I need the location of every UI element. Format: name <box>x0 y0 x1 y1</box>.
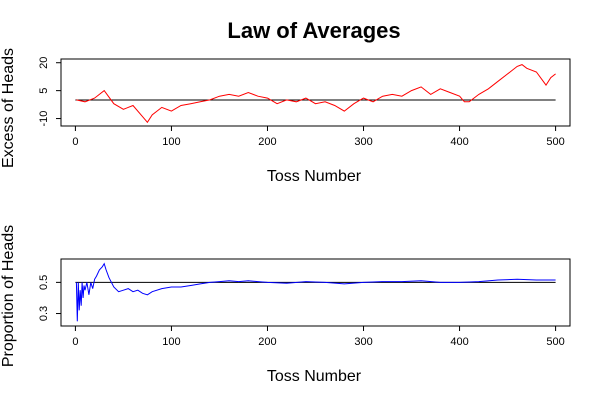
x-tick-label: 300 <box>354 336 372 348</box>
y-tick-label: 5 <box>38 88 50 94</box>
x-tick-label: 0 <box>72 336 78 348</box>
y-axis-label-2: Proportion of Heads <box>0 225 17 367</box>
x-tick-label: 100 <box>162 336 180 348</box>
x-axis-1: 0 100 200 300 400 500 <box>72 125 565 148</box>
y-tick-label: 0.3 <box>38 306 50 321</box>
x-axis-label-2: Toss Number <box>267 368 362 385</box>
x-axis-2: 0 100 200 300 400 500 <box>72 325 565 348</box>
y-axis-1: -10 5 20 <box>38 57 61 127</box>
panel-excess-of-heads: 0 100 200 300 400 500 -10 5 20 Toss Number Exce… <box>0 48 571 185</box>
plot-frame-2 <box>60 258 571 327</box>
y-axis-2: 0.3 0.5 <box>38 275 61 321</box>
x-tick-label: 400 <box>450 136 468 148</box>
x-tick-label: 200 <box>258 136 276 148</box>
y-tick-label: 20 <box>38 57 50 69</box>
chart-title: Law of Averages <box>227 18 400 43</box>
series-line-1 <box>76 64 556 124</box>
x-tick-label: 400 <box>450 336 468 348</box>
plot-frame-1 <box>60 58 571 127</box>
y-axis-label-1: Excess of Heads <box>0 48 17 168</box>
y-tick-label: -10 <box>38 111 50 127</box>
y-tick-label: 0.5 <box>38 275 50 290</box>
x-tick-label: 100 <box>162 136 180 148</box>
series-line-2 <box>75 262 556 322</box>
x-tick-label: 500 <box>546 136 564 148</box>
panel-proportion-of-heads: 0 100 200 300 400 500 0.3 0.5 Toss Number Prop… <box>0 225 571 385</box>
x-tick-label: 300 <box>354 136 372 148</box>
x-tick-label: 200 <box>258 336 276 348</box>
x-tick-label: 500 <box>546 336 564 348</box>
x-axis-label-1: Toss Number <box>267 168 362 185</box>
x-tick-label: 0 <box>72 136 78 148</box>
